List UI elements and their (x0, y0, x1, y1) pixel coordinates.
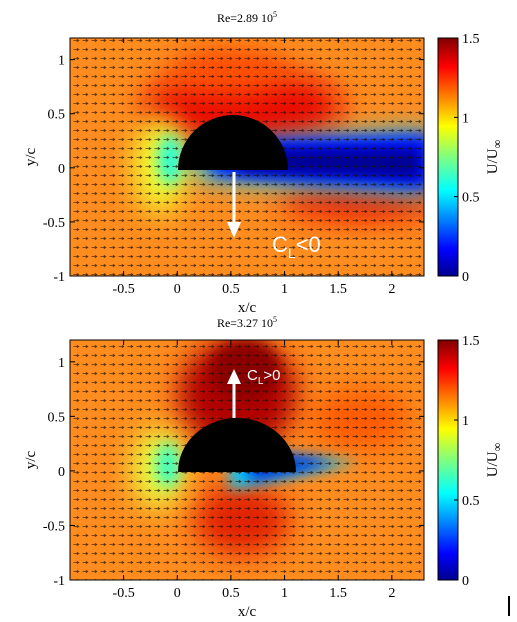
x-tick-label: 0 (174, 586, 181, 601)
velocity-field (70, 340, 424, 580)
x-tick-label: 1.5 (329, 282, 347, 297)
colorbar-tick-label: 0 (462, 270, 469, 285)
y-tick-label: -0.5 (43, 216, 65, 231)
plot-frame (69, 339, 425, 581)
lift-annotation: CL<0 (272, 232, 321, 261)
x-tick-label: 0.5 (222, 586, 240, 601)
lift-arrow-head (227, 369, 241, 384)
lift-annotation: CL>0 (247, 367, 281, 387)
colorbar-ticks: 1.5 1 0.5 0 (454, 32, 480, 285)
x-tick-label: 0 (174, 282, 181, 297)
colorbar-tick-label: 0.5 (462, 494, 480, 509)
colorbar-tick-label: 1.5 (462, 32, 480, 47)
colorbar-tick-label: 1.5 (462, 334, 480, 349)
panel-title: Re=2.89 105 (217, 10, 277, 25)
y-tick-label: 0.5 (48, 108, 66, 123)
x-axis-label: x/c (238, 604, 257, 620)
colorbar-tick-label: 0.5 (462, 191, 480, 206)
x-tick-label: 1 (281, 586, 288, 601)
y-tick-label: -1 (53, 574, 65, 589)
colorbar-tick-label: 1 (462, 111, 469, 126)
x-axis-ticks: -0.5 0 0.5 1 1.5 2 (113, 340, 395, 601)
panel-title: Re=3.27 105 (217, 315, 277, 330)
panel-top: Re=2.89 105 -0.5 0 0.5 1 1.5 2 1 0.5 0 -0.5 -1 x/… (23, 10, 504, 316)
x-tick-label: 2 (388, 282, 395, 297)
colorbar-label: U/U∞ (485, 443, 504, 477)
half-cylinder-body (178, 115, 288, 170)
colorbar (437, 37, 459, 277)
y-axis-label: y/c (23, 147, 39, 166)
plot-frame (69, 37, 425, 277)
x-tick-label: -0.5 (113, 586, 135, 601)
x-tick-label: 2 (388, 586, 395, 601)
y-axis-label: y/c (23, 450, 39, 469)
colorbar-label: U/U∞ (485, 140, 504, 174)
y-tick-label: -0.5 (43, 519, 65, 534)
x-axis-ticks: -0.5 0 0.5 1 1.5 2 (113, 38, 395, 297)
lift-arrow-head (227, 222, 241, 238)
y-axis-ticks: 1 0.5 0 -0.5 -1 (43, 54, 424, 285)
y-axis-ticks: 1 0.5 0 -0.5 -1 (43, 356, 424, 589)
panel-bottom: Re=3.27 105 -0.5 0 0.5 1 1.5 2 1 0.5 0 -0.5 -1 x/… (23, 315, 504, 620)
x-axis-label: x/c (238, 300, 257, 316)
y-tick-label: 1 (58, 54, 65, 69)
x-tick-label: 1.5 (329, 586, 347, 601)
y-tick-label: 1 (58, 356, 65, 371)
colorbar-tick-label: 1 (462, 414, 469, 429)
x-tick-label: -0.5 (113, 282, 135, 297)
x-tick-label: 1 (281, 282, 288, 297)
colorbar-tick-label: 0 (462, 574, 469, 589)
y-tick-label: -1 (53, 270, 65, 285)
half-cylinder-body (178, 418, 296, 472)
colorbar-ticks: 1.5 1 0.5 0 (454, 334, 480, 589)
y-tick-label: 0 (58, 162, 65, 177)
y-tick-label: 0 (58, 465, 65, 480)
x-tick-label: 0.5 (222, 282, 240, 297)
colorbar (437, 339, 459, 581)
y-tick-label: 0.5 (48, 410, 66, 425)
